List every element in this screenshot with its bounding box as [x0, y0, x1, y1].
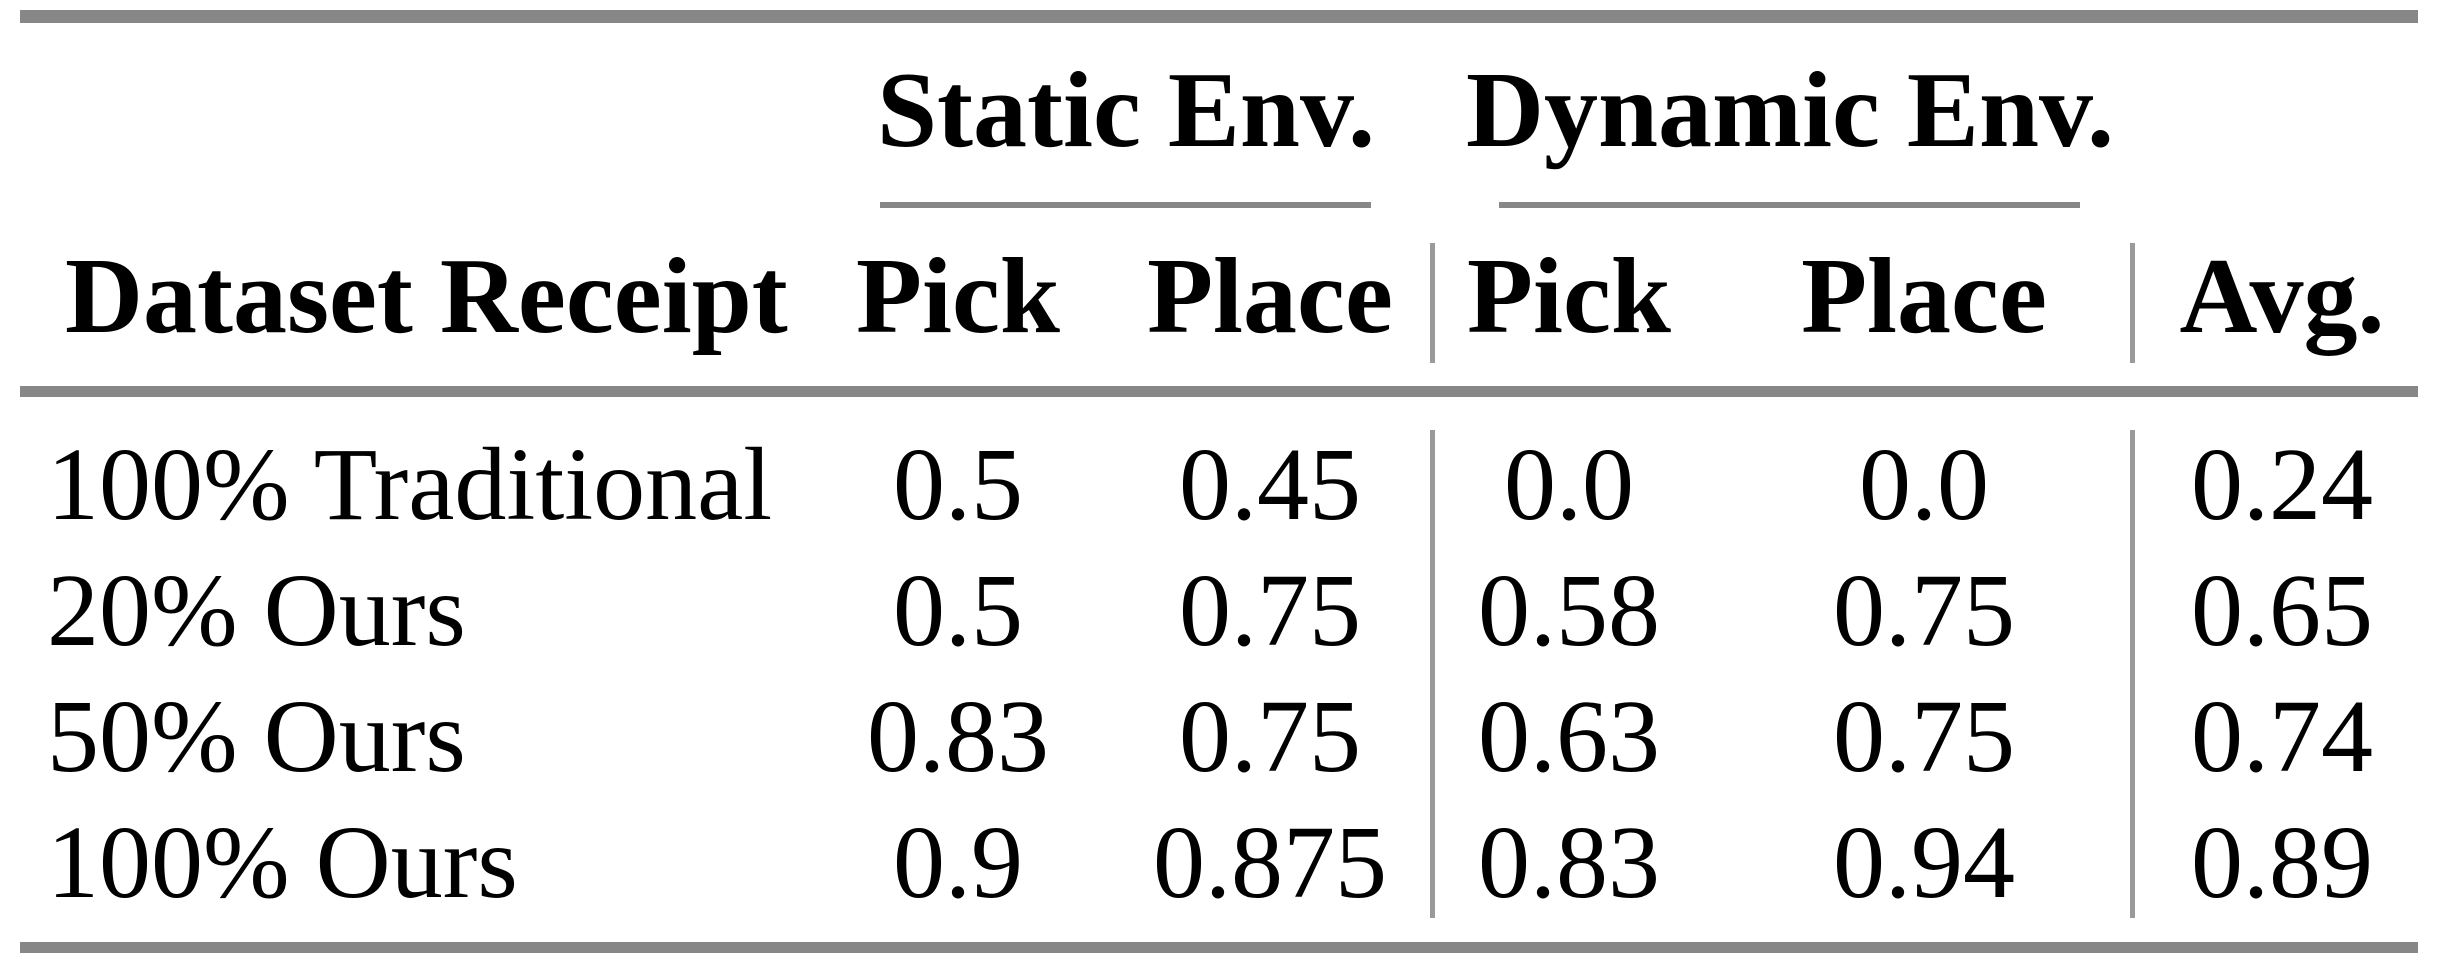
cell-avg: 0.74	[2191, 679, 2373, 794]
dynamic-env-cmidrule	[1499, 202, 2080, 208]
cell-static-pick: 0.9	[893, 805, 1023, 920]
cell-dynamic-place: 0.94	[1833, 805, 2015, 920]
column-header-avg: Avg.	[2179, 237, 2385, 356]
row-label: 100% Ours	[47, 805, 518, 920]
cell-dynamic-pick: 0.63	[1478, 679, 1660, 794]
row-label: 50% Ours	[47, 679, 466, 794]
column-separator-2-body	[2130, 430, 2135, 918]
column-header-static-place: Place	[1147, 237, 1393, 356]
cell-avg: 0.89	[2191, 805, 2373, 920]
cell-static-pick: 0.5	[893, 553, 1023, 668]
group-header-dynamic-env: Dynamic Env.	[1465, 51, 2115, 170]
cell-dynamic-pick: 0.83	[1478, 805, 1660, 920]
column-header-dataset-receipt: Dataset Receipt	[65, 237, 788, 356]
column-separator-1-header	[1430, 243, 1435, 363]
cell-dynamic-place: 0.75	[1833, 553, 2015, 668]
group-header-static-env: Static Env.	[876, 51, 1376, 170]
bottom-rule	[20, 942, 2418, 953]
top-rule	[20, 10, 2418, 23]
cell-static-place: 0.45	[1179, 427, 1361, 542]
cell-static-place: 0.75	[1179, 679, 1361, 794]
row-label: 20% Ours	[47, 553, 466, 668]
cell-dynamic-place: 0.75	[1833, 679, 2015, 794]
column-separator-1-body	[1430, 430, 1435, 918]
cell-static-place: 0.75	[1179, 553, 1361, 668]
cell-static-pick: 0.5	[893, 427, 1023, 542]
column-header-static-pick: Pick	[856, 237, 1060, 356]
column-header-dynamic-pick: Pick	[1467, 237, 1671, 356]
row-label: 100% Traditional	[47, 427, 773, 542]
header-rule	[20, 386, 2418, 397]
cell-dynamic-place: 0.0	[1859, 427, 1989, 542]
cell-dynamic-pick: 0.0	[1504, 427, 1634, 542]
static-env-cmidrule	[880, 202, 1371, 208]
cell-static-place: 0.875	[1153, 805, 1387, 920]
cell-avg: 0.24	[2191, 427, 2373, 542]
cell-static-pick: 0.83	[867, 679, 1049, 794]
column-header-dynamic-place: Place	[1801, 237, 2047, 356]
column-separator-2-header	[2130, 243, 2135, 363]
cell-dynamic-pick: 0.58	[1478, 553, 1660, 668]
cell-avg: 0.65	[2191, 553, 2373, 668]
